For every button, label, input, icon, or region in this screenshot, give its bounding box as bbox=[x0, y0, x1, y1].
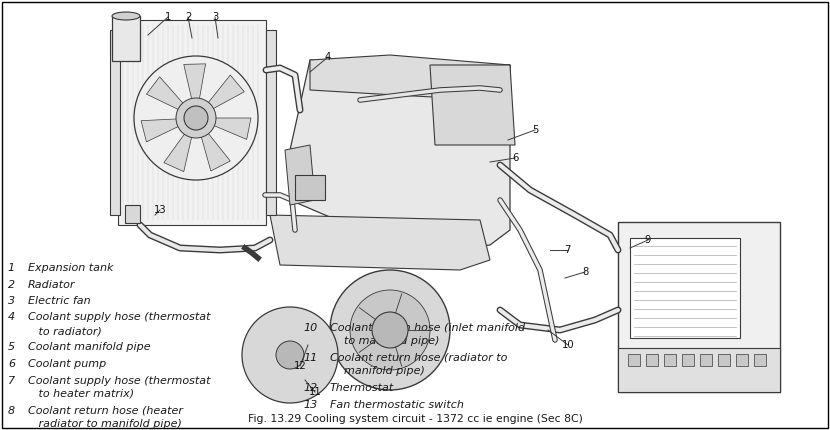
Circle shape bbox=[184, 106, 208, 130]
Text: 8: 8 bbox=[7, 405, 15, 415]
Bar bbox=[618, 348, 780, 392]
Bar bbox=[664, 354, 676, 366]
Text: 2: 2 bbox=[7, 280, 15, 289]
Text: Thermostat: Thermostat bbox=[330, 383, 394, 393]
Ellipse shape bbox=[112, 12, 140, 20]
Bar bbox=[646, 354, 658, 366]
Circle shape bbox=[134, 56, 258, 180]
Bar bbox=[630, 238, 740, 338]
Bar bbox=[718, 354, 730, 366]
Text: Coolant return hose (heater: Coolant return hose (heater bbox=[28, 405, 183, 415]
Circle shape bbox=[276, 341, 304, 369]
Bar bbox=[700, 354, 712, 366]
Polygon shape bbox=[430, 65, 515, 145]
Text: to radiator): to radiator) bbox=[28, 326, 102, 336]
Text: Coolant return hose (inlet manifold: Coolant return hose (inlet manifold bbox=[330, 323, 525, 333]
Bar bbox=[110, 30, 120, 215]
Text: radiator to manifold pipe): radiator to manifold pipe) bbox=[28, 419, 182, 429]
Text: 7: 7 bbox=[7, 375, 15, 386]
Polygon shape bbox=[199, 127, 230, 171]
Polygon shape bbox=[290, 60, 510, 250]
Text: 11: 11 bbox=[304, 353, 318, 363]
Bar bbox=[736, 354, 748, 366]
Text: 11: 11 bbox=[309, 387, 321, 397]
Polygon shape bbox=[183, 64, 206, 106]
Circle shape bbox=[330, 270, 450, 390]
Text: 13: 13 bbox=[154, 205, 166, 215]
Text: Fan thermostatic switch: Fan thermostatic switch bbox=[330, 399, 464, 409]
Bar bbox=[628, 354, 640, 366]
Text: 12: 12 bbox=[304, 383, 318, 393]
Text: Coolant supply hose (thermostat: Coolant supply hose (thermostat bbox=[28, 313, 211, 322]
Text: Radiator: Radiator bbox=[28, 280, 76, 289]
Circle shape bbox=[372, 312, 408, 348]
Bar bbox=[125, 205, 140, 223]
Text: Coolant supply hose (thermostat: Coolant supply hose (thermostat bbox=[28, 375, 211, 386]
Text: 10: 10 bbox=[562, 340, 574, 350]
Text: 10: 10 bbox=[304, 323, 318, 333]
Text: 9: 9 bbox=[645, 235, 652, 245]
Text: 4: 4 bbox=[7, 313, 15, 322]
Text: manifold pipe): manifold pipe) bbox=[330, 366, 425, 377]
Bar bbox=[618, 222, 780, 392]
Bar bbox=[295, 175, 325, 200]
Text: Electric fan: Electric fan bbox=[28, 296, 90, 306]
Text: 1: 1 bbox=[165, 12, 171, 22]
Text: 6: 6 bbox=[512, 153, 518, 163]
Text: 3: 3 bbox=[212, 12, 218, 22]
Text: 12: 12 bbox=[294, 361, 306, 371]
Circle shape bbox=[176, 98, 216, 138]
Text: Coolant return hose (radiator to: Coolant return hose (radiator to bbox=[330, 353, 507, 363]
Circle shape bbox=[350, 290, 430, 370]
Text: to manifold pipe): to manifold pipe) bbox=[330, 337, 440, 347]
Text: 3: 3 bbox=[7, 296, 15, 306]
Text: to heater matrix): to heater matrix) bbox=[28, 389, 134, 399]
Text: 2: 2 bbox=[185, 12, 191, 22]
Bar bbox=[118, 20, 266, 225]
Text: 13: 13 bbox=[304, 399, 318, 409]
Bar bbox=[266, 30, 276, 215]
Text: Expansion tank: Expansion tank bbox=[28, 263, 114, 273]
Bar bbox=[112, 16, 140, 61]
Text: 6: 6 bbox=[7, 359, 15, 369]
Polygon shape bbox=[310, 55, 510, 100]
Polygon shape bbox=[285, 145, 315, 205]
Text: Coolant pump: Coolant pump bbox=[28, 359, 106, 369]
Text: Fig. 13.29 Cooling system circuit - 1372 cc ie engine (Sec 8C): Fig. 13.29 Cooling system circuit - 1372… bbox=[247, 414, 583, 424]
Circle shape bbox=[242, 307, 338, 403]
Polygon shape bbox=[207, 118, 251, 139]
Text: 5: 5 bbox=[7, 343, 15, 353]
Bar bbox=[682, 354, 694, 366]
Text: 5: 5 bbox=[532, 125, 538, 135]
Text: 7: 7 bbox=[564, 245, 570, 255]
Bar bbox=[754, 354, 766, 366]
Polygon shape bbox=[146, 77, 188, 113]
Polygon shape bbox=[141, 119, 185, 142]
Polygon shape bbox=[203, 75, 244, 112]
Text: 8: 8 bbox=[582, 267, 588, 277]
Text: Coolant manifold pipe: Coolant manifold pipe bbox=[28, 343, 150, 353]
Text: 1: 1 bbox=[7, 263, 15, 273]
Polygon shape bbox=[270, 215, 490, 270]
Polygon shape bbox=[164, 128, 193, 172]
Text: 4: 4 bbox=[325, 52, 331, 62]
